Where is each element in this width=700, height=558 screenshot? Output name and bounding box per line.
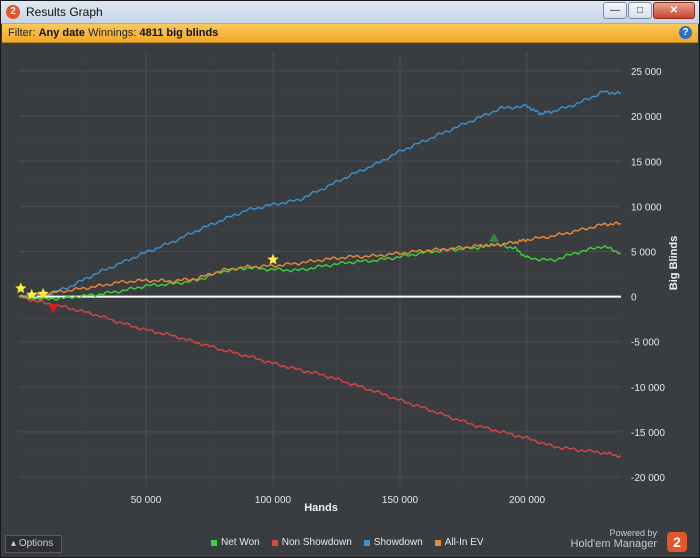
legend-item-showdown[interactable]: Showdown: [363, 537, 423, 548]
series-lines: [18, 90, 622, 459]
filter-bar[interactable]: Filter: Any date Winnings: 4811 big blin…: [2, 24, 698, 43]
title-bar[interactable]: 2 Results Graph — □ ✕: [1, 1, 699, 24]
options-label: Options: [18, 538, 54, 549]
y-tick-label: 15 000: [631, 157, 662, 168]
legend-swatch: [211, 539, 217, 546]
chart-legend: Net Won Non Showdown Showdown All-In EV: [211, 537, 496, 548]
legend-label: Non Showdown: [281, 537, 352, 548]
x-tick-label: 50 000: [131, 495, 162, 506]
triangle-down-marker: [48, 304, 59, 314]
legend-label: Showdown: [373, 537, 423, 548]
winnings-label: Winnings:: [88, 27, 137, 39]
series-line-non-showdown: [18, 295, 622, 459]
minimize-icon: —: [610, 5, 620, 16]
y-tick-label: 5 000: [631, 247, 656, 258]
y-axis-label: Big Blinds: [668, 236, 680, 290]
y-axis-ticks: 25 000 20 000 15 000 10 000 5 000 0 -5 000 -10 …: [631, 67, 665, 484]
series-line-net-won: [18, 242, 622, 301]
legend-label: All-In EV: [444, 537, 484, 548]
bottom-bar: ▴ Options Net Won Non Showdown Showdown All…: [1, 528, 699, 558]
star-marker: [26, 288, 38, 300]
app-logo-icon: 2: [6, 5, 20, 19]
x-axis-label: Hands: [304, 502, 338, 514]
window-title: Results Graph: [26, 5, 103, 19]
x-tick-label: 200 000: [509, 495, 546, 506]
legend-item-allin-ev[interactable]: All-In EV: [434, 537, 484, 548]
grid-lines: [19, 53, 621, 486]
y-tick-label: -10 000: [631, 383, 665, 394]
series-line-showdown: [18, 90, 622, 299]
star-marker: [15, 282, 27, 294]
powered-by-line2: Hold'em Manager: [570, 538, 657, 550]
options-button[interactable]: ▴ Options: [5, 535, 62, 553]
maximize-button[interactable]: □: [628, 2, 652, 19]
legend-swatch: [271, 539, 278, 546]
legend-item-non-showdown[interactable]: Non Showdown: [271, 537, 352, 548]
x-tick-label: 150 000: [382, 495, 419, 506]
legend-swatch: [363, 539, 370, 546]
caret-up-icon: ▴: [11, 538, 17, 549]
series-line-allin-ev: [18, 221, 622, 299]
results-chart-svg: 25 000 20 000 15 000 10 000 5 000 0 -5 000 -10 …: [1, 43, 699, 531]
help-icon[interactable]: ?: [679, 26, 692, 39]
maximize-icon: □: [636, 5, 644, 16]
star-marker: [37, 287, 49, 299]
y-tick-label: 25 000: [631, 67, 662, 78]
star-marker: [267, 253, 279, 265]
filter-label: Filter:: [8, 27, 36, 39]
minimize-button[interactable]: —: [603, 2, 627, 19]
event-markers: [15, 232, 499, 314]
close-button[interactable]: ✕: [653, 2, 695, 19]
winnings-value: 4811 big blinds: [139, 27, 219, 39]
y-tick-label: -15 000: [631, 428, 665, 439]
filter-text: Filter: Any date Winnings: 4811 big blin…: [8, 27, 218, 39]
y-tick-label: -20 000: [631, 473, 665, 484]
window-controls: — □ ✕: [602, 2, 695, 20]
close-icon: ✕: [669, 5, 679, 16]
y-tick-label: -5 000: [631, 338, 660, 349]
y-tick-label: 0: [631, 293, 637, 304]
legend-swatch: [434, 539, 441, 546]
y-tick-label: 20 000: [631, 112, 662, 123]
filter-date-value: Any date: [38, 27, 86, 39]
powered-by-line1: Powered by: [609, 528, 657, 538]
y-tick-label: 10 000: [631, 202, 662, 213]
results-chart: 25 000 20 000 15 000 10 000 5 000 0 -5 000 -10 …: [1, 43, 699, 531]
triangle-up-marker: [488, 232, 499, 242]
x-tick-label: 100 000: [255, 495, 292, 506]
x-axis-ticks: 50 000 100 000 150 000 200 000: [131, 495, 546, 506]
powered-by: Powered by Hold'em Manager: [571, 528, 657, 550]
legend-label: Net Won: [221, 537, 260, 548]
holdem-manager-logo: 2: [667, 532, 687, 552]
legend-item-net-won[interactable]: Net Won: [211, 537, 260, 548]
